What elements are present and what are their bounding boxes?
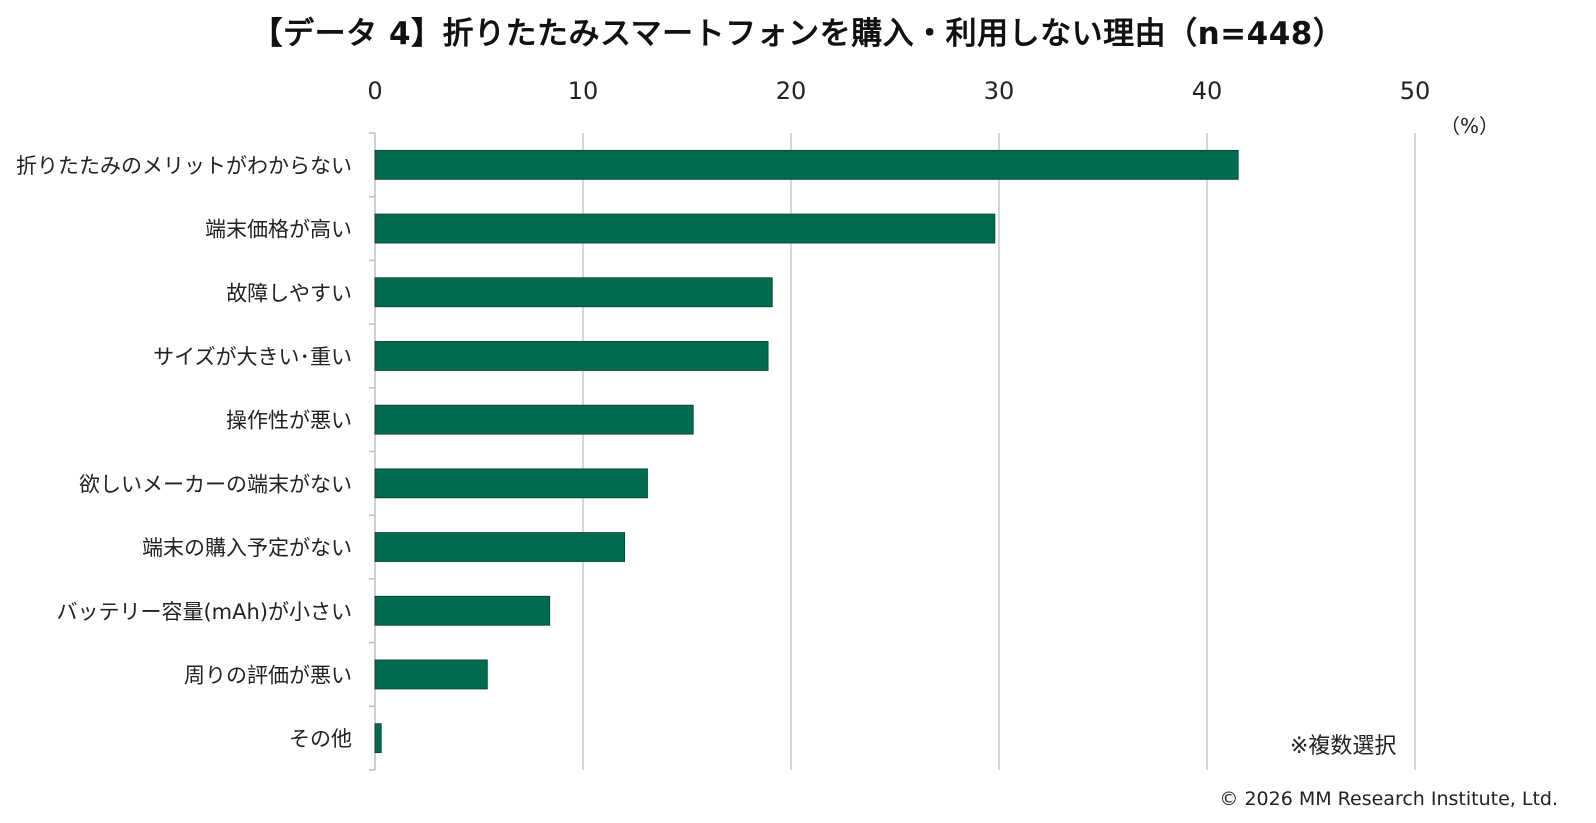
x-tick-label: 30 (984, 77, 1015, 105)
category-label: 故障しやすい (226, 281, 352, 305)
x-tick-label: 40 (1192, 77, 1223, 105)
category-label: その他 (289, 727, 352, 751)
category-label: 折りたたみのメリットがわからない (16, 154, 352, 178)
bar (374, 404, 694, 435)
chart-title: 【データ 4】折りたたみスマートフォンを購入・利用しない理由（n=448） (251, 16, 1345, 52)
bar (374, 149, 1239, 180)
bar (374, 468, 648, 499)
copyright-text: © 2026 MM Research Institute, Ltd. (1219, 788, 1558, 810)
category-label: 操作性が悪い (226, 409, 352, 433)
bar (374, 341, 769, 371)
category-label: サイズが大きい･重い (153, 345, 352, 369)
category-label: 端末価格が高い (205, 218, 352, 242)
category-label: バッテリー容量(mAh)が小さい (56, 600, 352, 624)
x-tick-label: 10 (568, 77, 599, 105)
multiple-choice-note: ※複数選択 (1290, 734, 1397, 759)
category-label: 端末の購入予定がない (142, 536, 352, 560)
bar (374, 659, 488, 690)
bar (374, 213, 996, 244)
category-label: 周りの評価が悪い (184, 663, 352, 687)
x-tick-label: 0 (367, 77, 382, 105)
x-tick-label: 50 (1400, 77, 1431, 105)
category-label: 欲しいメーカーの端末がない (79, 472, 352, 496)
bar (374, 595, 551, 626)
bar (374, 532, 626, 562)
x-tick-label: 20 (776, 77, 807, 105)
unit-label: （%） (1440, 114, 1500, 138)
bar (374, 723, 382, 754)
bar (374, 277, 773, 308)
